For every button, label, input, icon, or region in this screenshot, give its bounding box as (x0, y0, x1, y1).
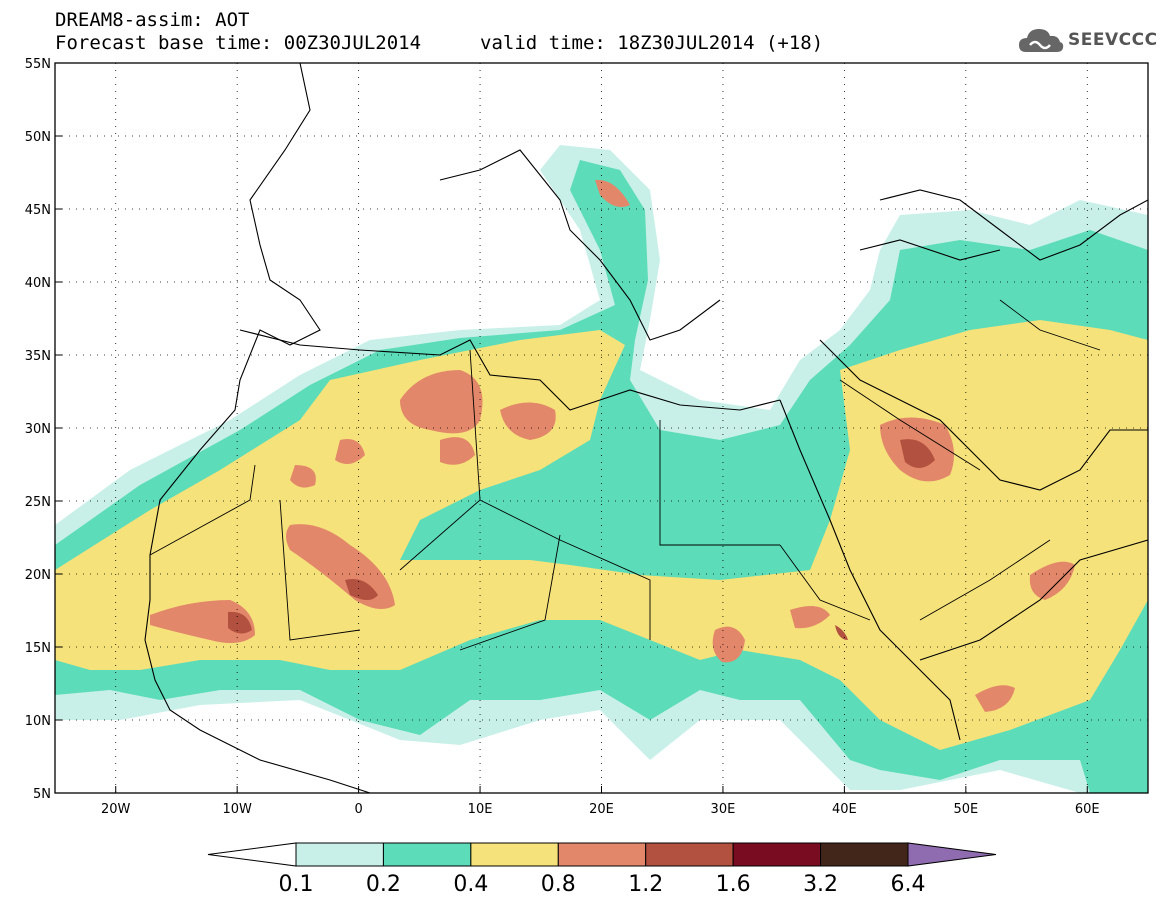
colorbar-label: 0.2 (365, 872, 401, 897)
latitude-labels: 55N 50N 45N 40N 35N 30N 25N 20N 15N 10N 5N (25, 57, 62, 802)
lat-label: 5N (33, 787, 51, 802)
coastlines (144, 63, 1148, 793)
valid-time: valid time: 18Z30JUL2014 (+18) (480, 32, 824, 54)
longitude-labels: 20W 10W 0 10E 20E 30E 40E 50E 60E (101, 786, 1100, 817)
gridlines (55, 63, 1148, 793)
map-title: DREAM8-assim: AOT (55, 9, 250, 31)
lat-label: 25N (25, 495, 51, 510)
cloud-icon (1019, 29, 1064, 52)
contour-0.4 (55, 320, 1148, 750)
colorbar-label: 0.1 (278, 872, 314, 897)
seevccc-logo: SEEVCCC (1018, 24, 1158, 56)
country-borders (149, 299, 1101, 651)
lat-label: 10N (25, 714, 51, 729)
lon-label: 60E (1075, 802, 1100, 817)
aot-map: 55N 50N 45N 40N 35N 30N 25N 20N 15N 10N 5N 20W 10W 0… (25, 57, 1149, 817)
lat-label: 20N (25, 568, 51, 583)
colorbar-label: 6.4 (890, 872, 926, 897)
lon-label: 10E (468, 802, 493, 817)
lat-label: 40N (25, 276, 51, 291)
lon-label: 20E (589, 802, 614, 817)
contour-1.2 (228, 439, 935, 640)
lon-label: 20W (101, 802, 131, 817)
lon-label: 30E (711, 802, 736, 817)
lat-label: 55N (25, 57, 51, 72)
lon-label: 10W (222, 802, 252, 817)
logo-text: SEEVCCC (1068, 30, 1158, 50)
lat-label: 50N (25, 130, 51, 145)
lon-label: 0 (354, 802, 362, 817)
colorbar-label: 0.4 (453, 872, 489, 897)
forecast-base-time: Forecast base time: 00Z30JUL2014 (55, 32, 422, 54)
lon-label: 50E (953, 802, 978, 817)
colorbar-label: 3.2 (803, 872, 839, 897)
colorbar-label: 1.6 (715, 872, 751, 897)
colorbar-label: 1.2 (628, 872, 664, 897)
lat-label: 30N (25, 422, 51, 437)
lat-label: 35N (25, 349, 51, 364)
lat-label: 45N (25, 203, 51, 218)
lat-label: 15N (25, 641, 51, 656)
lon-label: 40E (832, 802, 857, 817)
colorbar-label: 0.8 (540, 872, 576, 897)
